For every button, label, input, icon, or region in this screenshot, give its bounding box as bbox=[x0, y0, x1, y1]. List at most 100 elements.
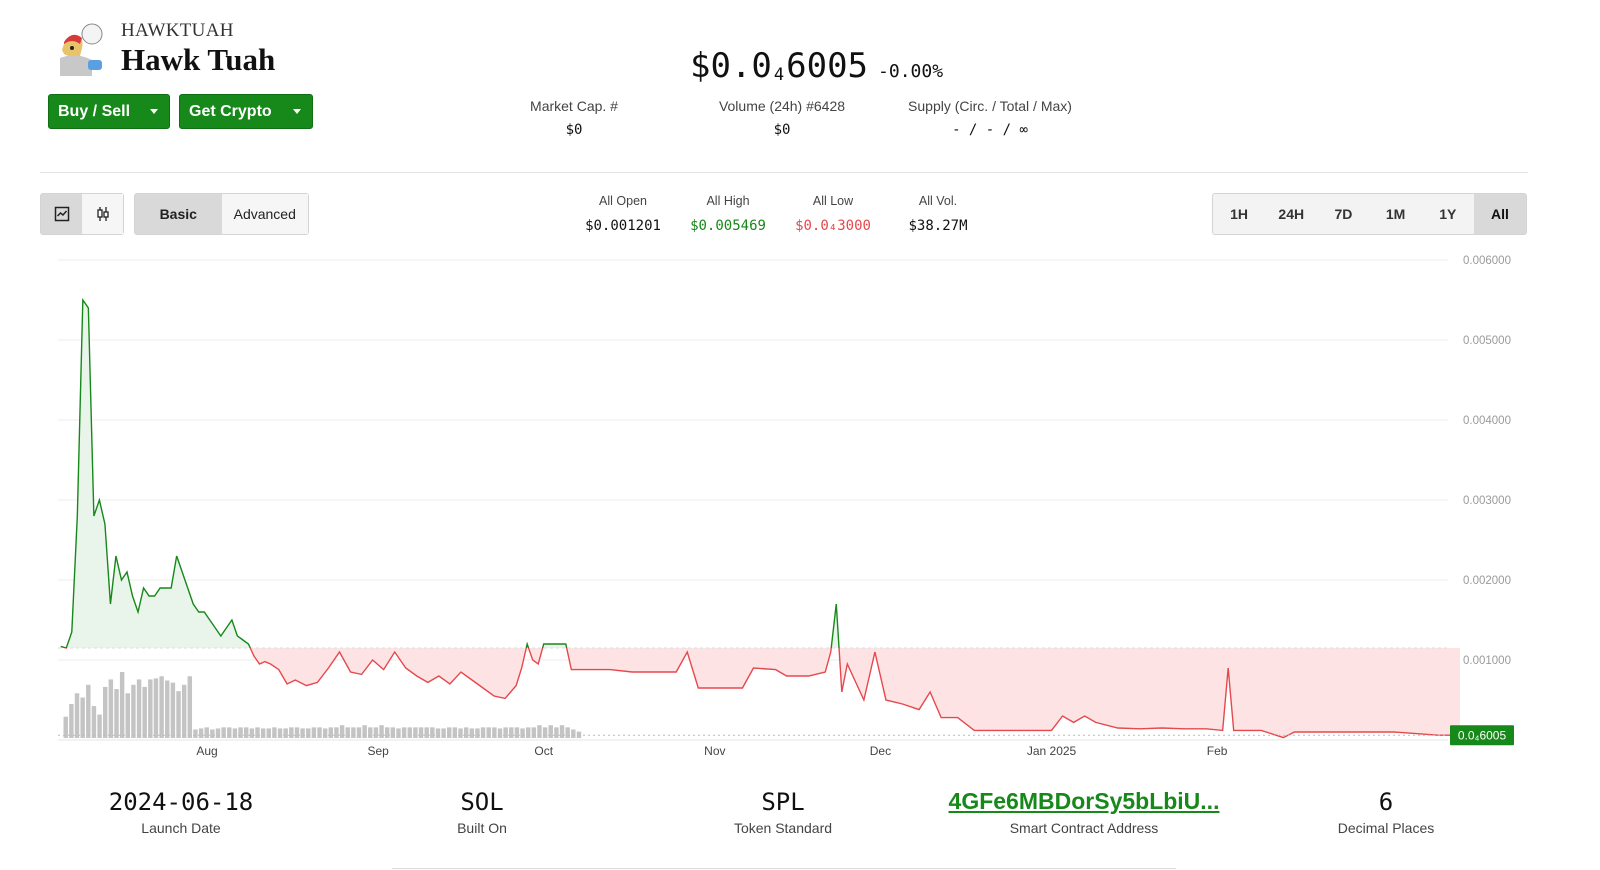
candlestick-icon bbox=[96, 207, 109, 221]
x-tick-label: Jan 2025 bbox=[1027, 744, 1077, 758]
volume-bar bbox=[283, 728, 288, 738]
line-chart-button[interactable] bbox=[41, 194, 82, 234]
volume-bar bbox=[91, 706, 97, 738]
volume-bar bbox=[125, 693, 130, 738]
token-standard-value: SPL bbox=[761, 788, 805, 816]
volume-bar bbox=[390, 727, 396, 738]
volume-bar bbox=[243, 727, 249, 738]
volume-bar bbox=[396, 728, 401, 738]
volume-bar bbox=[424, 727, 429, 738]
token-ticker: HAWKTUAH bbox=[121, 20, 234, 41]
market-cap-value: $0 bbox=[565, 122, 583, 138]
all-low-label: All Low bbox=[812, 194, 854, 208]
volume-bar bbox=[379, 725, 384, 738]
all-open-value: $0.001201 bbox=[585, 218, 661, 234]
volume-bar bbox=[311, 727, 317, 738]
launch-date-value: 2024-06-18 bbox=[108, 788, 254, 816]
volume-bar bbox=[80, 697, 85, 738]
volume-bar bbox=[148, 679, 153, 738]
x-tick-label: Oct bbox=[534, 744, 553, 758]
built-on-label: Built On bbox=[457, 820, 507, 836]
token-logo-icon bbox=[60, 23, 103, 76]
volume-bar bbox=[119, 672, 125, 738]
volume-bar bbox=[204, 727, 209, 738]
get-crypto-button[interactable]: Get Crypto bbox=[179, 94, 313, 129]
all-vol-value: $38.27M bbox=[908, 218, 968, 234]
token-standard-label: Token Standard bbox=[733, 820, 833, 836]
volume-bar bbox=[548, 725, 553, 738]
advanced-mode-button[interactable]: Advanced bbox=[221, 194, 308, 234]
volume-bar bbox=[486, 727, 491, 738]
volume-bar bbox=[497, 728, 503, 738]
token-name: Hawk Tuah bbox=[121, 42, 276, 77]
range-1y-button[interactable]: 1Y bbox=[1439, 206, 1457, 222]
volume-bar bbox=[238, 727, 243, 738]
volume-bar bbox=[503, 727, 508, 738]
volume-bar bbox=[362, 725, 367, 738]
buy-sell-button[interactable]: Buy / Sell bbox=[48, 94, 170, 129]
volume-bar bbox=[554, 727, 559, 738]
candlestick-button[interactable] bbox=[82, 194, 123, 234]
range-7d-button[interactable]: 7D bbox=[1334, 206, 1353, 222]
range-all-button[interactable]: All bbox=[1473, 194, 1527, 234]
volume-bar bbox=[537, 725, 542, 738]
x-tick-label: Sep bbox=[367, 744, 389, 758]
volume-bar bbox=[565, 727, 570, 738]
y-tick-label: 0.004000 bbox=[1463, 415, 1511, 427]
volume-bar bbox=[559, 725, 565, 738]
y-tick-label: 0.006000 bbox=[1463, 255, 1511, 267]
volume-bar bbox=[170, 682, 176, 738]
volume-value: $0 bbox=[773, 122, 791, 138]
range-1m-button[interactable]: 1M bbox=[1385, 206, 1406, 222]
volume-bar bbox=[368, 727, 373, 738]
chart-type-toggle bbox=[40, 193, 124, 235]
last-price-tag bbox=[1450, 725, 1514, 746]
volume-bar bbox=[334, 727, 339, 738]
x-tick-label: Feb bbox=[1207, 744, 1228, 758]
volume-bar bbox=[373, 727, 379, 738]
volume-bar bbox=[86, 684, 91, 738]
volume-bar bbox=[153, 678, 159, 738]
volume-bar bbox=[384, 727, 390, 738]
range-1h-button[interactable]: 1H bbox=[1230, 206, 1249, 222]
volume-bar bbox=[452, 727, 458, 738]
price-prefix: $0.0 bbox=[690, 46, 772, 86]
volume-bar bbox=[198, 728, 204, 738]
chevron-down-icon bbox=[293, 109, 301, 114]
area-fill-up bbox=[60, 300, 1460, 648]
volume-bar bbox=[531, 727, 537, 738]
volume-bar bbox=[322, 728, 328, 738]
volume-bar bbox=[176, 691, 181, 738]
contract-address-label: Smart Contract Address bbox=[1009, 820, 1159, 836]
volume-bar bbox=[458, 728, 463, 738]
footer-divider bbox=[392, 868, 1176, 869]
volume-bar bbox=[339, 725, 345, 738]
volume-bar bbox=[306, 728, 311, 738]
current-price: $0.0 4 6005 -0.00% bbox=[690, 46, 943, 86]
price-line-up bbox=[60, 297, 840, 648]
all-high-value: $0.005469 bbox=[690, 218, 766, 234]
volume-bar bbox=[407, 727, 412, 738]
volume-bar bbox=[193, 729, 198, 738]
volume-bar bbox=[571, 729, 576, 738]
volume-bar bbox=[509, 727, 514, 738]
volume-bar bbox=[74, 693, 80, 738]
basic-mode-button[interactable]: Basic bbox=[135, 194, 222, 234]
area-fill-down bbox=[60, 648, 1460, 738]
volume-bar bbox=[294, 727, 300, 738]
chevron-down-icon bbox=[150, 109, 158, 114]
volume-bar bbox=[114, 689, 119, 738]
volume-bar bbox=[480, 727, 486, 738]
volume-bar bbox=[159, 676, 164, 738]
volume-bar bbox=[413, 727, 418, 738]
contract-address-link[interactable]: 4GFe6MBDorSy5bLbiU... bbox=[948, 788, 1220, 814]
built-on-value: SOL bbox=[460, 788, 504, 816]
price-digits: 6005 bbox=[786, 46, 869, 86]
volume-bar bbox=[232, 728, 238, 738]
price-change: -0.00% bbox=[878, 61, 944, 82]
range-24h-button[interactable]: 24H bbox=[1278, 206, 1305, 222]
all-high-label: All High bbox=[706, 194, 750, 208]
volume-bar bbox=[227, 727, 232, 738]
volume-bar bbox=[514, 727, 520, 738]
